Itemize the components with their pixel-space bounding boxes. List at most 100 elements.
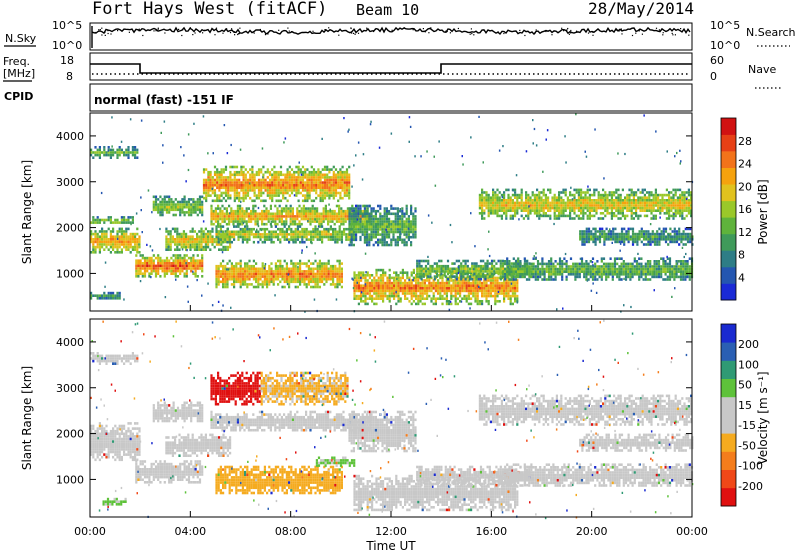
nsearch-dot [287, 27, 289, 29]
echo-cell [277, 186, 280, 190]
echo-cell [351, 204, 354, 208]
echo-cell [217, 277, 220, 281]
echo-cell [403, 241, 406, 244]
echo-cell [325, 272, 328, 276]
echo-cell [310, 173, 313, 177]
echo-cell [485, 206, 488, 210]
echo-cell [263, 235, 266, 239]
echo-cell [314, 285, 317, 289]
echo-cell [470, 284, 473, 287]
echo-cell [335, 204, 338, 208]
nsearch-dot [568, 33, 570, 35]
echo-cell [499, 275, 502, 278]
echo-cell [432, 292, 435, 295]
echo-cell [266, 186, 269, 190]
echo-cell [382, 268, 385, 272]
echo-cell [107, 240, 110, 244]
echo-cell [190, 208, 193, 212]
echo-cell [239, 230, 242, 234]
echo-cell [333, 209, 336, 213]
echo-cell [217, 204, 220, 208]
echo-cell [511, 292, 514, 295]
echo-cell [319, 170, 322, 174]
nsearch-dot [339, 28, 341, 30]
echo-cell [428, 287, 431, 290]
echo-cell [248, 264, 251, 268]
echo-cell [311, 217, 314, 221]
echo-cell [260, 199, 263, 203]
echo-cell [94, 294, 97, 297]
echo-cell [178, 240, 181, 244]
echo-cell [320, 217, 323, 221]
echo-cell [202, 168, 206, 171]
echo-cell [296, 262, 299, 265]
echo-cell [505, 289, 508, 293]
echo-cell [114, 221, 117, 224]
echo-cell [290, 267, 293, 271]
echo-cell [551, 199, 554, 202]
echo-cell [353, 271, 356, 274]
echo-cell [414, 217, 417, 221]
echo-cell [432, 287, 435, 290]
echo-cell [207, 232, 210, 236]
echo-cell [423, 284, 426, 287]
nsearch-dot [621, 33, 623, 35]
echo-cell [536, 201, 539, 205]
echo-cell [481, 188, 484, 192]
echo-cell [484, 270, 487, 273]
echo-cell [228, 277, 231, 281]
echo-cell [245, 207, 248, 210]
echo-cell [319, 186, 322, 190]
echo-cell [315, 178, 318, 182]
echo-cell [344, 215, 347, 218]
echo-cell [241, 280, 244, 284]
echo-cell [244, 189, 247, 192]
echo-cell [580, 206, 583, 210]
echo-cell [375, 302, 378, 306]
echo-cell [90, 232, 93, 236]
echo-cell [225, 222, 228, 226]
echo-cell [224, 165, 228, 169]
echo-cell [511, 209, 514, 212]
echo-cell [270, 275, 273, 278]
nsearch-dot [233, 31, 235, 33]
echo-cell [494, 206, 497, 210]
echo-cell [193, 248, 196, 251]
echo-cell [332, 238, 335, 241]
echo-cell [286, 199, 289, 203]
echo-cell [290, 262, 293, 265]
echo-cell [178, 238, 181, 241]
echo-cell [435, 270, 439, 273]
echo-cell [109, 221, 112, 224]
echo-cell [360, 297, 363, 300]
echo-cell [549, 201, 552, 205]
echo-cell [299, 168, 302, 171]
echo-cell [276, 222, 279, 226]
echo-cell [562, 201, 565, 205]
echo-cell [355, 217, 358, 221]
echo-cell [416, 270, 419, 273]
echo-cell [494, 294, 497, 298]
echo-cell [352, 235, 355, 239]
nsearch-dot [551, 34, 553, 36]
echo-cell [244, 230, 247, 234]
echo-cell [412, 287, 415, 290]
echo-cell [327, 270, 330, 273]
echo-cell [323, 186, 327, 190]
echo-cell [94, 218, 97, 222]
echo-cell [377, 228, 380, 231]
echo-cell [222, 259, 225, 263]
echo-cell [168, 259, 171, 262]
echo-cell [326, 181, 329, 184]
echo-cell [455, 270, 458, 273]
echo-cell [390, 294, 393, 298]
echo-cell [229, 245, 232, 249]
echo-cell [364, 289, 367, 293]
echo-cell [174, 267, 177, 270]
echo-cell [170, 203, 173, 206]
echo-cell [405, 207, 408, 210]
echo-cell [316, 217, 319, 221]
echo-cell [314, 272, 317, 276]
echo-cell [381, 243, 384, 247]
echo-cell [371, 294, 374, 298]
